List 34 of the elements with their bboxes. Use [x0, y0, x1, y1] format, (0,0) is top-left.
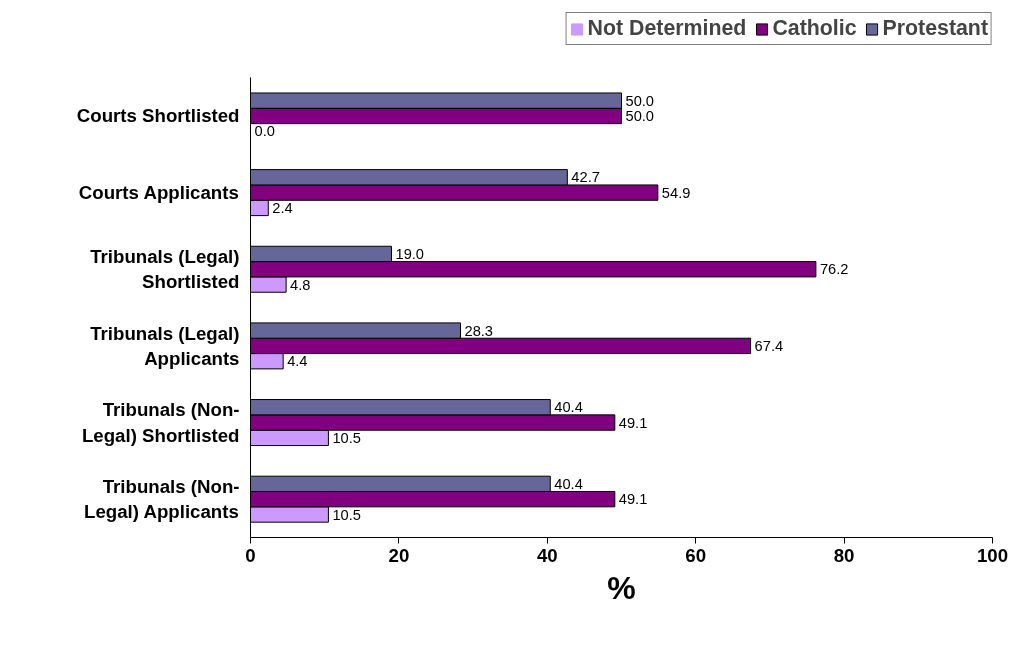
data-label: 4.8: [290, 276, 311, 293]
x-tick-label: 0: [245, 544, 256, 566]
y-tick-label: Courts Shortlisted: [76, 105, 240, 127]
data-label: 76.2: [819, 261, 849, 278]
legend-label: Catholic: [772, 16, 857, 41]
data-label: 2.4: [272, 199, 293, 216]
y-tick-label: Tribunals (Non-Legal) Shortlisted: [81, 399, 240, 446]
x-tick-label: 60: [685, 544, 707, 566]
data-label: 54.9: [661, 184, 691, 201]
data-label: 67.4: [754, 337, 784, 354]
data-label: 42.7: [571, 169, 600, 186]
data-label: 40.4: [554, 475, 583, 492]
data-label: 40.4: [554, 399, 583, 416]
legend-label: Not Determined: [587, 16, 747, 41]
data-label: 50.0: [625, 92, 655, 109]
x-axis-title: %: [607, 569, 636, 606]
x-tick-label: 80: [833, 544, 855, 566]
data-label: 50.0: [625, 107, 655, 124]
y-tick-label: Courts Applicants: [78, 182, 239, 204]
data-label: 19.0: [395, 245, 425, 262]
x-tick-label: 20: [388, 544, 410, 566]
data-label: 49.1: [618, 491, 648, 508]
data-label: 28.3: [464, 322, 494, 339]
y-tick-label: Tribunals (Legal) Shortlisted: [90, 246, 240, 293]
x-tick-label: 100: [976, 544, 1009, 566]
y-tick-label: Tribunals (Non-Legal) Applicants: [84, 476, 240, 523]
data-label: 10.5: [332, 429, 361, 446]
data-label: 0.0: [254, 123, 275, 140]
legend-label: Protestant: [882, 16, 988, 41]
y-tick-label: Tribunals (Legal) Applicants: [90, 322, 240, 369]
data-label: 10.5: [332, 506, 361, 523]
x-tick-label: 40: [536, 544, 558, 566]
data-label: 49.1: [618, 414, 648, 431]
data-label: 4.4: [287, 353, 308, 370]
